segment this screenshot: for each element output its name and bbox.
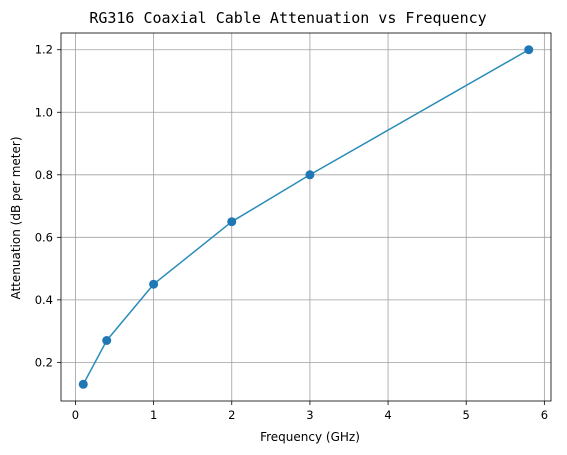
- tick-labels: 0 1 2 3 4 5 6 0.2 0.4 0.6 0.8 1.0 1.2: [35, 43, 548, 422]
- y-tick-label: 1.2: [35, 43, 53, 57]
- data-point: [78, 379, 88, 389]
- grid-lines: [61, 33, 551, 401]
- x-tick-label: 1: [150, 408, 157, 422]
- data-point: [524, 45, 534, 55]
- x-tick-label: 5: [463, 408, 470, 422]
- y-tick-label: 0.2: [35, 355, 53, 369]
- x-axis-label: Frequency (GHz): [260, 430, 360, 444]
- x-tick-label: 4: [384, 408, 391, 422]
- data-point: [102, 336, 112, 346]
- axes: [57, 32, 552, 405]
- y-tick-label: 0.8: [35, 168, 53, 182]
- y-tick-label: 0.4: [35, 293, 53, 307]
- data-point: [227, 217, 237, 227]
- series-line: [82, 49, 530, 385]
- data-point: [305, 170, 315, 180]
- plot-frame: [60, 32, 552, 402]
- x-tick-label: 6: [541, 408, 548, 422]
- y-tick-label: 1.0: [35, 105, 53, 119]
- chart-title: RG316 Coaxial Cable Attenuation vs Frequ…: [89, 9, 486, 27]
- x-tick-label: 2: [228, 408, 235, 422]
- x-tick-label: 0: [72, 408, 79, 422]
- y-axis-label: Attenuation (dB per meter): [9, 136, 23, 299]
- x-tick-label: 3: [306, 408, 313, 422]
- data-point: [149, 279, 159, 289]
- y-tick-label: 0.6: [35, 230, 53, 244]
- data-series: [78, 45, 534, 389]
